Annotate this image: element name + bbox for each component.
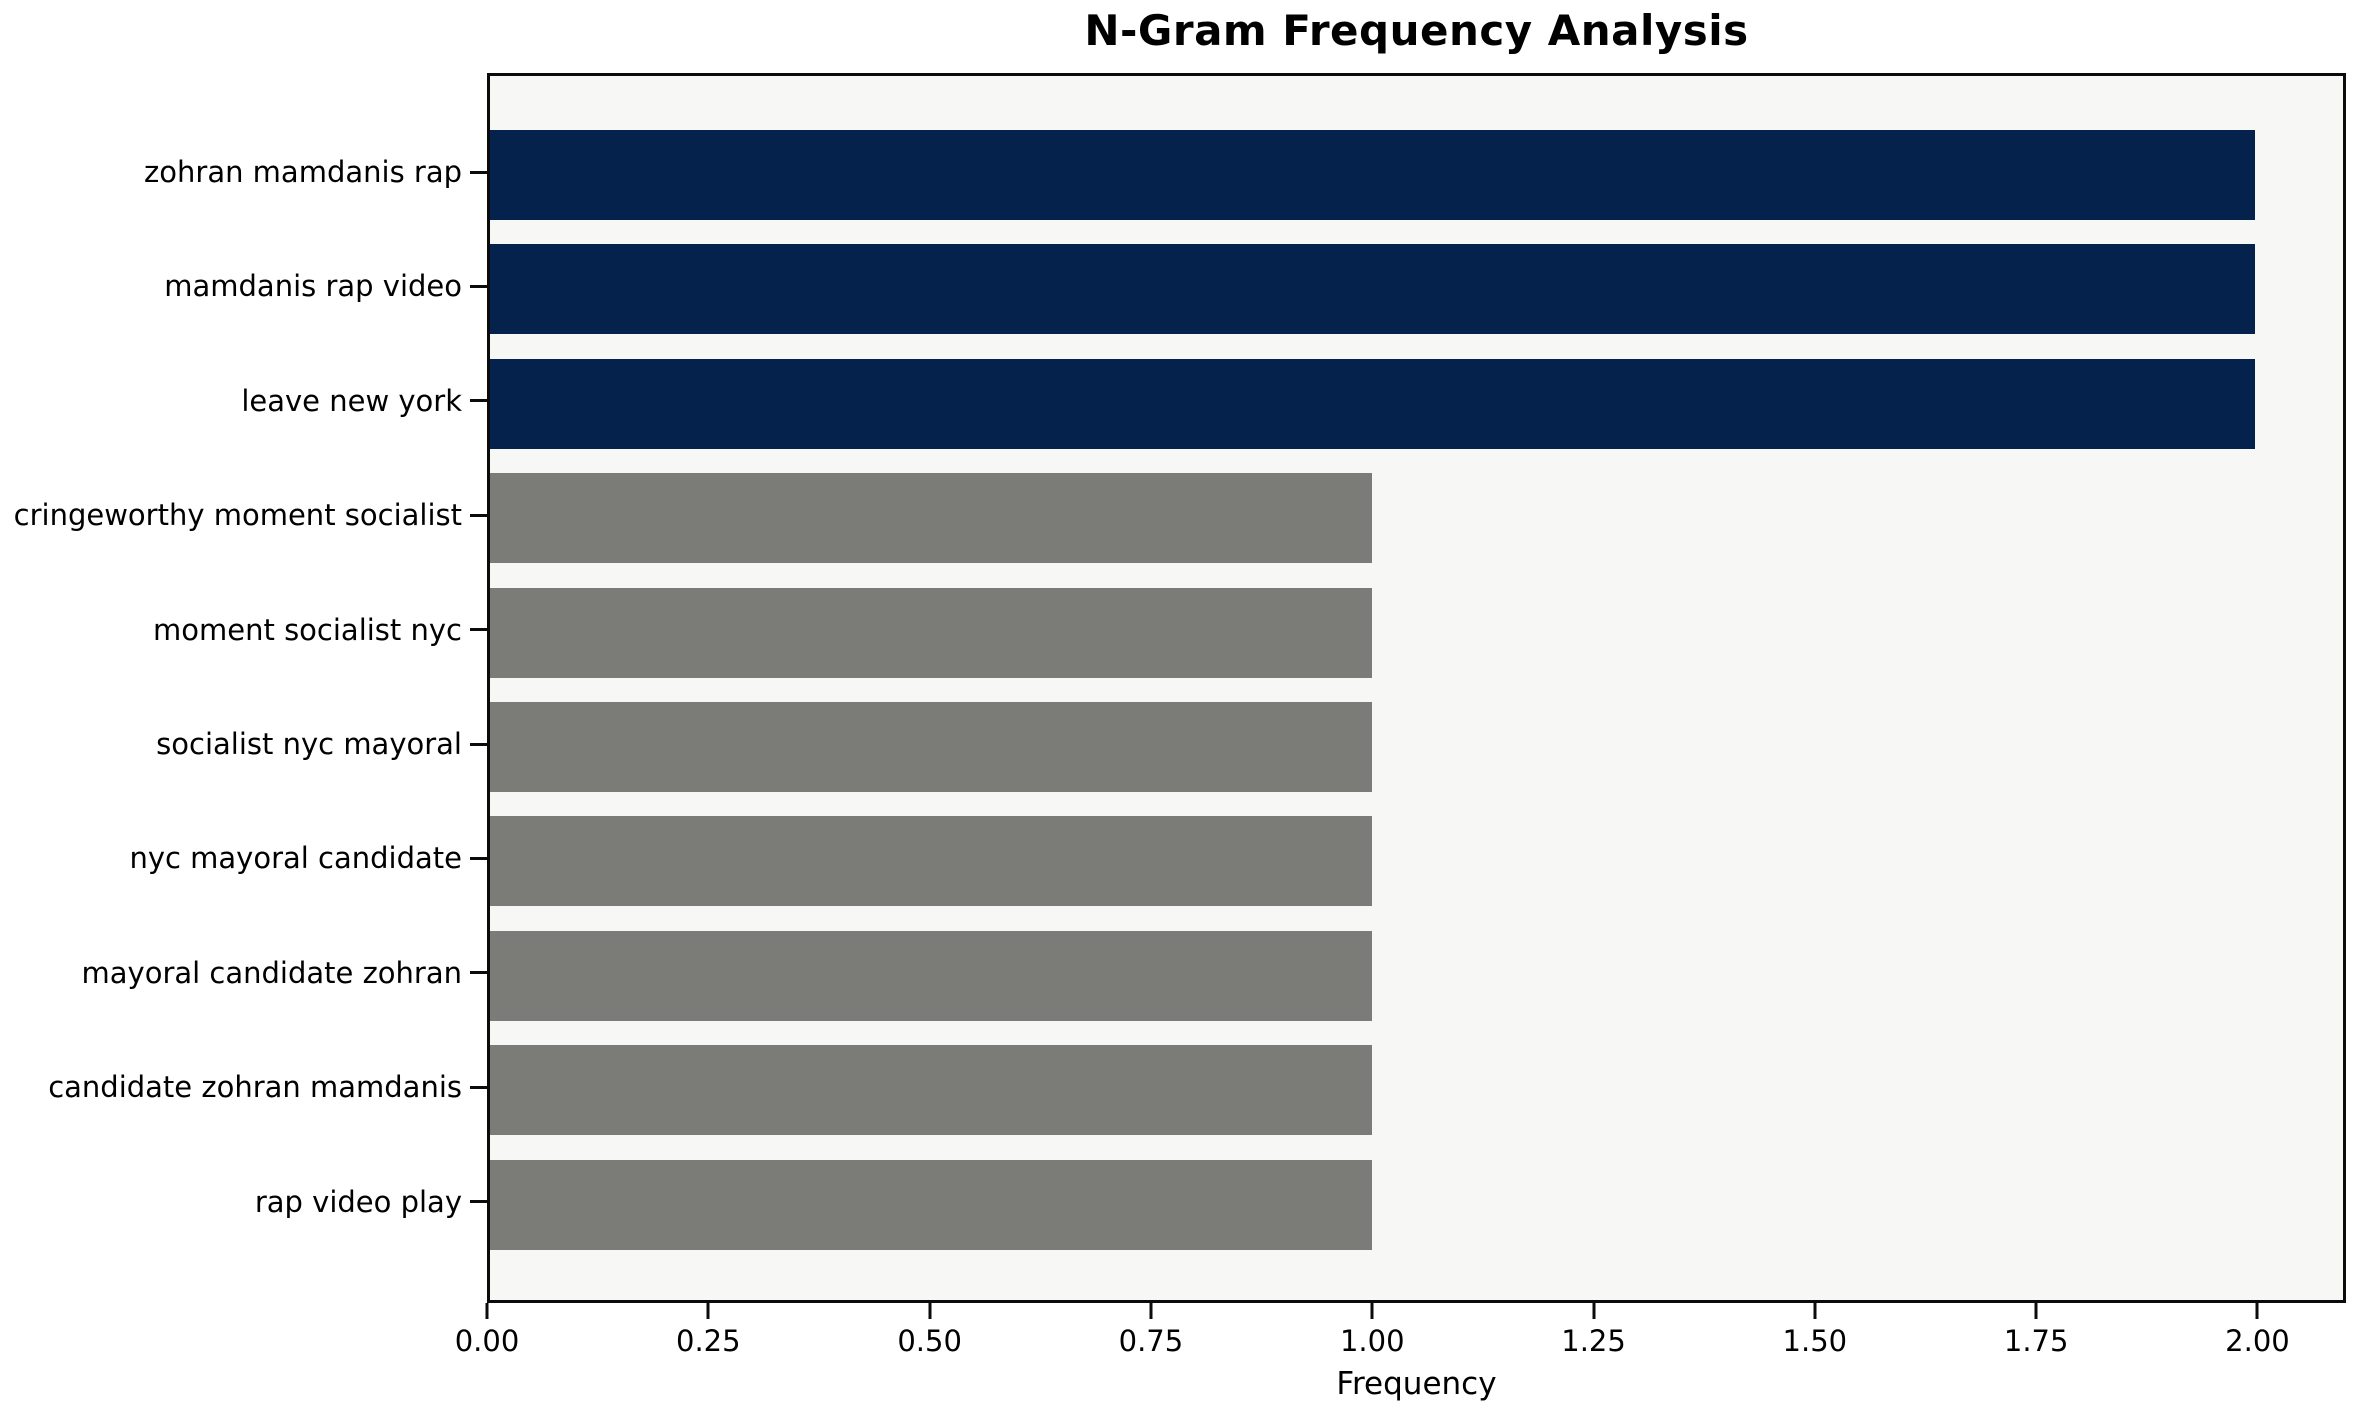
bar — [490, 587, 1373, 678]
x-axis-label: Frequency — [1336, 1366, 1497, 1402]
y-tick-label: cringeworthy moment socialist — [13, 498, 462, 533]
y-tick-label: mamdanis rap video — [164, 269, 462, 304]
chart-title: N-Gram Frequency Analysis — [1084, 6, 1749, 55]
y-tick-mark — [470, 284, 487, 288]
x-tick-mark — [485, 1303, 489, 1319]
bar — [490, 358, 2255, 449]
bar — [490, 930, 1373, 1021]
x-tick-label: 1.00 — [1339, 1324, 1405, 1358]
bar — [490, 702, 1373, 792]
y-tick-label: socialist nyc mayoral — [156, 727, 462, 761]
x-tick-mark — [1149, 1303, 1153, 1319]
x-tick-label: 1.75 — [2003, 1324, 2069, 1358]
y-tick-label: rap video play — [254, 1184, 462, 1219]
y-tick-label: leave new york — [241, 383, 462, 418]
y-tick-mark — [470, 856, 487, 860]
x-tick-label: 0.50 — [897, 1324, 962, 1358]
y-tick-mark — [470, 628, 487, 632]
y-tick-mark — [470, 1200, 487, 1204]
y-tick-label: mayoral candidate zohran — [81, 955, 462, 990]
y-tick-label: moment socialist nyc — [153, 612, 462, 647]
bar — [490, 816, 1373, 907]
x-tick-mark — [706, 1303, 710, 1319]
y-tick-mark — [470, 170, 487, 174]
bar — [490, 473, 1373, 564]
x-tick-label: 1.50 — [1782, 1324, 1848, 1358]
x-tick-mark — [2255, 1303, 2259, 1319]
x-tick-mark — [928, 1303, 932, 1319]
bar — [490, 130, 2255, 220]
x-tick-label: 0.00 — [454, 1324, 520, 1358]
bar — [490, 1045, 1373, 1136]
x-tick-label: 1.25 — [1561, 1324, 1626, 1358]
plot-area — [487, 73, 2346, 1303]
x-tick-mark — [1370, 1303, 1374, 1319]
bar — [490, 1159, 1373, 1250]
x-tick-label: 0.75 — [1118, 1324, 1184, 1358]
x-tick-mark — [1813, 1303, 1817, 1319]
x-tick-label: 0.25 — [676, 1324, 741, 1358]
y-tick-mark — [470, 513, 487, 517]
y-tick-mark — [470, 971, 487, 975]
bar — [490, 244, 2255, 335]
y-tick-label: candidate zohran mamdanis — [48, 1070, 462, 1105]
x-tick-mark — [2034, 1303, 2038, 1319]
y-tick-label: nyc mayoral candidate — [129, 841, 462, 876]
y-tick-label: zohran mamdanis rap — [144, 155, 462, 189]
x-tick-label: 2.00 — [2225, 1324, 2290, 1358]
x-tick-mark — [1592, 1303, 1596, 1319]
y-tick-mark — [470, 1085, 487, 1089]
y-tick-mark — [470, 742, 487, 746]
y-tick-mark — [470, 399, 487, 403]
